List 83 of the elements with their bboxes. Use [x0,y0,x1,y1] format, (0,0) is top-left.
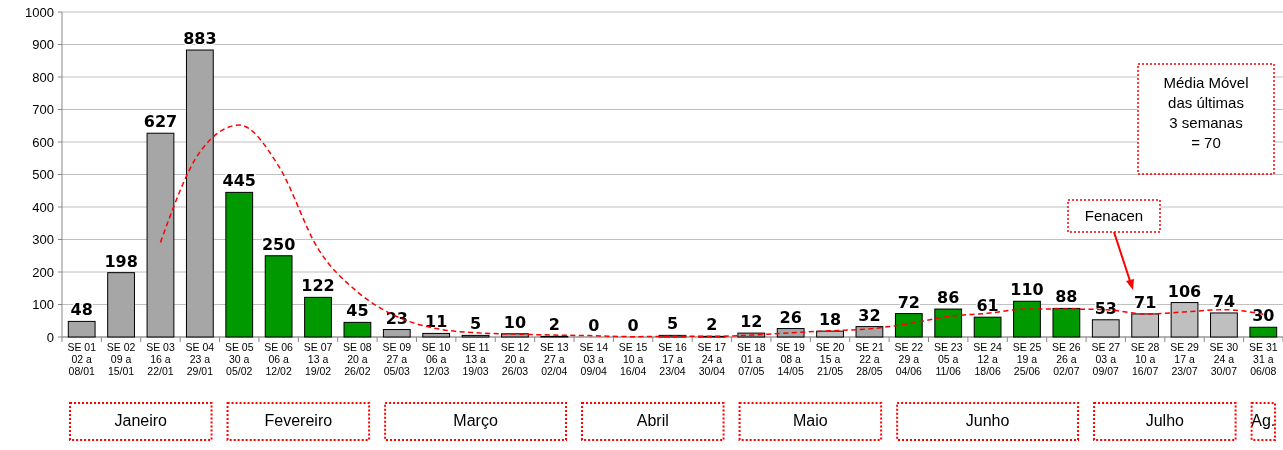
x-tick-label: SE 21 22 a 28/05 [855,341,884,377]
y-tick-label: 900 [32,37,54,53]
data-label: 883 [183,29,217,49]
x-tick-label: SE 08 20 a 26/02 [343,341,372,377]
y-tick-label: 300 [32,232,54,248]
text: Julho [1145,412,1185,429]
text: Ag. [1251,412,1276,429]
data-label: 53 [1094,298,1117,318]
x-tick-label: SE 29 17 a 23/07 [1170,341,1199,377]
x-tick-label: SE 16 17 a 23/04 [658,341,687,377]
data-label: 72 [897,292,920,312]
data-label: 2 [706,315,718,335]
data-label: 250 [261,234,296,254]
x-tick-label: SE 25 19 a 25/06 [1012,341,1042,377]
annotation: Média Móvel das últimas 3 semanas = 70 [1163,74,1249,151]
data-label: 106 [1167,281,1202,301]
x-tick-label: SE 28 10 a 16/07 [1130,341,1160,377]
data-label: 45 [346,301,369,321]
x-tick-label: SE 01 02 a 08/01 [67,341,97,377]
x-tick-label: SE 22 29 a 04/06 [894,341,924,377]
x-tick-label: SE 13 27 a 02/04 [540,341,569,377]
x-tick-label: SE 05 30 a 05/02 [224,341,254,377]
y-tick-label: 600 [32,134,54,150]
x-tick-label: SE 02 09 a 15/01 [106,341,136,377]
x-tick-label: SE 06 06 a 12/02 [264,341,294,377]
data-label: 12 [740,312,763,332]
x-tick-label: SE 03 16 a 22/01 [146,341,175,377]
y-tick-label: 0 [46,329,54,345]
x-tick-label: SE 09 27 a 05/03 [382,341,412,377]
x-tick-label: SE 19 08 a 14/05 [776,341,806,377]
x-tick-label: SE 14 03 a 09/04 [579,341,609,377]
text: Maio [793,412,828,429]
x-tick-label: SE 24 12 a 18/06 [973,341,1003,377]
data-label: 10 [503,312,527,332]
x-tick-label: SE 07 13 a 19/02 [303,341,333,377]
text: Abril [636,412,669,429]
data-label: 18 [818,310,842,330]
y-tick-label: 500 [32,167,54,183]
data-label: 5 [469,314,482,334]
data-label: 30 [1252,306,1275,326]
x-tick-label: SE 27 03 a 09/07 [1091,341,1121,377]
x-tick-label: SE 17 24 a 30/04 [697,341,727,377]
y-tick-label: 200 [32,264,54,280]
x-tick-label: SE 23 05 a 11/06 [933,341,963,377]
annotation: Fenacen [1084,207,1144,224]
y-tick-label: 700 [32,102,54,118]
x-tick-label: SE 15 10 a 16/04 [618,341,648,377]
data-label: 61 [976,296,999,316]
x-tick-label: SE 10 06 a 12/03 [421,341,451,377]
data-label: 198 [104,251,138,271]
x-tick-label: SE 04 23 a 29/01 [185,341,215,377]
data-label: 627 [143,112,178,132]
data-label: 32 [858,305,881,325]
data-label: 0 [588,316,600,335]
data-label: 2 [548,315,560,335]
text: Janeiro [114,412,168,429]
data-label: 86 [937,288,960,308]
data-label: 0 [627,316,639,335]
x-tick-label: SE 31 31 a 06/08 [1249,341,1278,377]
data-label: 74 [1212,291,1236,311]
y-tick-label: 400 [32,199,54,215]
y-tick-label: 100 [32,297,54,313]
x-tick-label: SE 18 01 a 07/05 [736,341,766,377]
text: Junho [965,412,1010,429]
x-tick-label: SE 30 24 a 30/07 [1209,341,1239,377]
data-label: 71 [1134,292,1157,312]
x-tick-label: SE 20 15 a 21/05 [815,341,845,377]
data-label: 110 [1010,280,1044,300]
x-tick-label: SE 12 20 a 26/03 [500,341,530,377]
data-label: 11 [425,312,448,332]
y-tick-label: 1000 [25,4,54,20]
data-label: 23 [385,308,408,328]
data-label: 26 [779,307,802,327]
text: Março [453,412,498,429]
y-tick-label: 800 [32,69,54,85]
x-tick-label: SE 11 13 a 19/03 [461,341,490,377]
data-label: 88 [1055,287,1078,307]
data-label: 48 [70,300,93,320]
text: Fevereiro [264,412,333,429]
data-label: 445 [222,171,256,191]
data-label: 5 [666,314,679,334]
data-label: 122 [301,276,335,296]
x-tick-label: SE 26 26 a 02/07 [1052,341,1081,377]
